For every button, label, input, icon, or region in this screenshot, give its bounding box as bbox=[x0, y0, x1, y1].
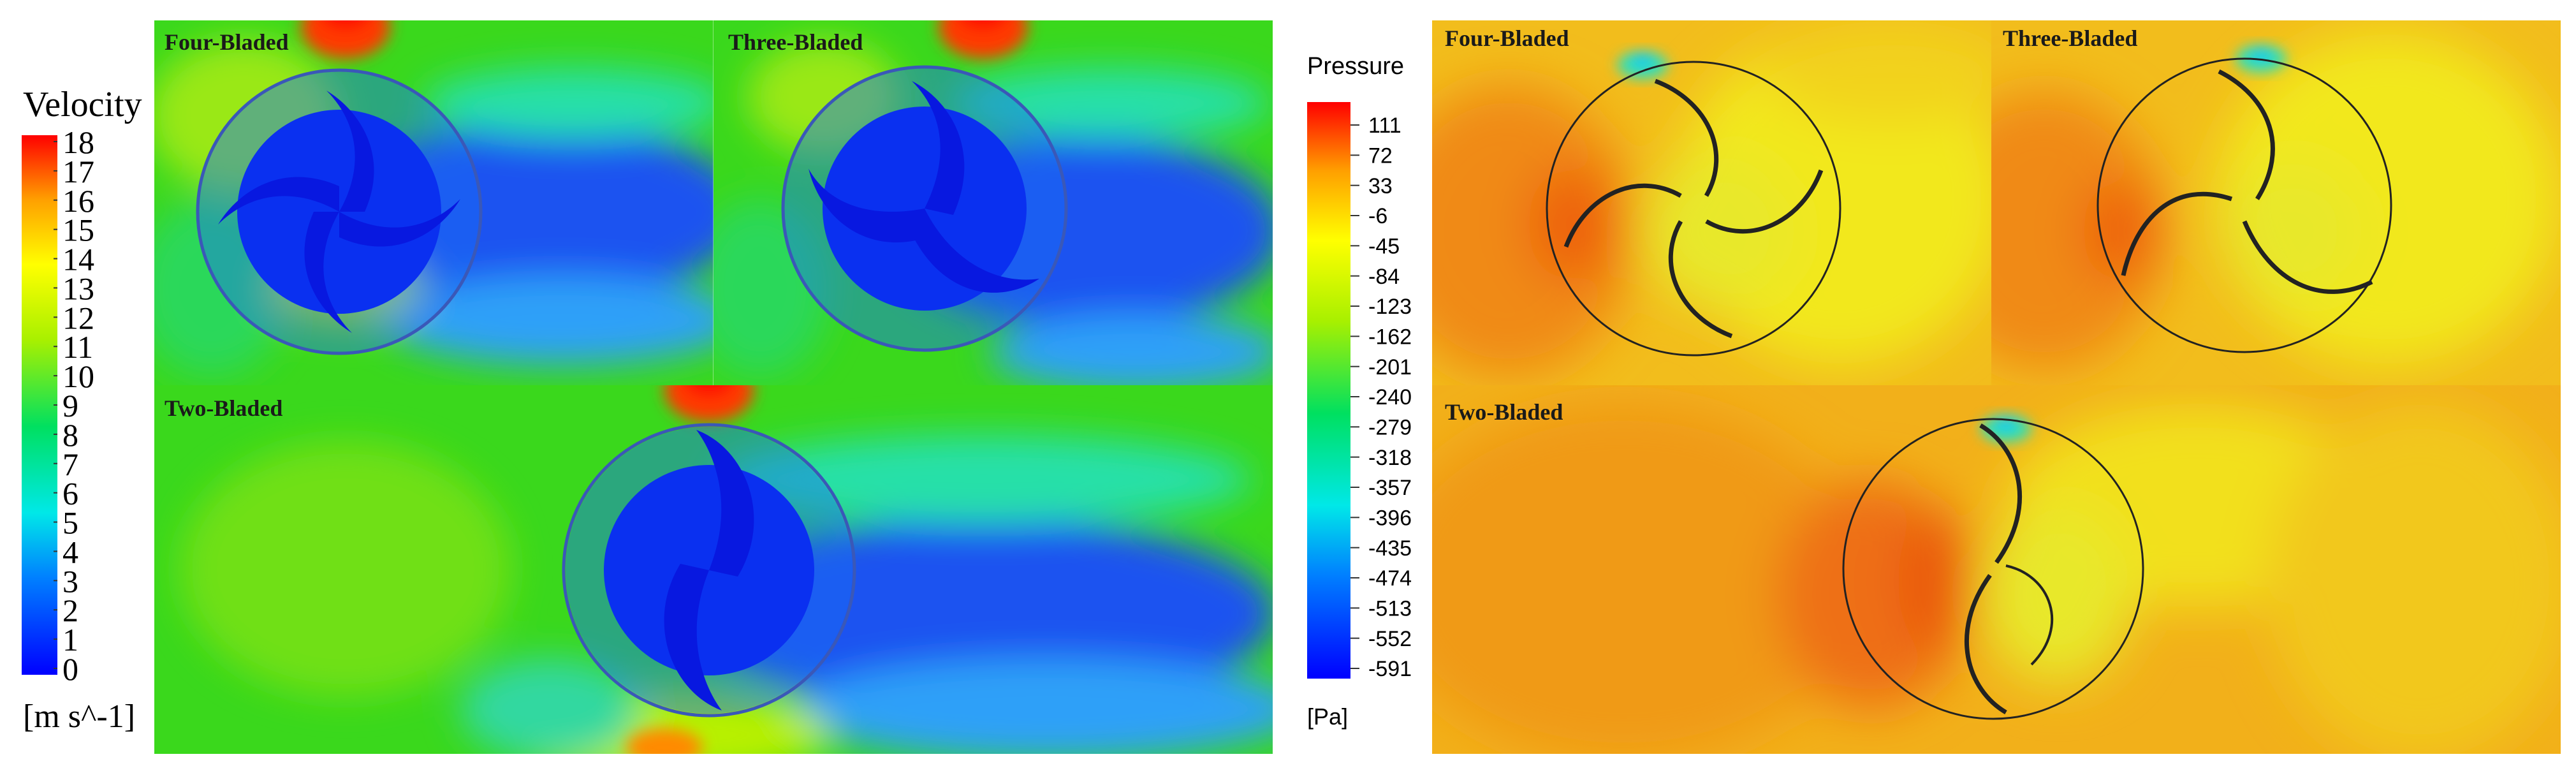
legend-tick-label: 16 bbox=[62, 183, 94, 219]
legend-tick-label: -240 bbox=[1368, 385, 1412, 409]
legend-tick-label: 10 bbox=[62, 358, 94, 394]
pressure-panel-four-bladed bbox=[1432, 20, 1991, 385]
pressure-colorbar bbox=[1307, 102, 1350, 679]
velocity-legend-title: Velocity bbox=[23, 85, 142, 124]
pressure-contour-figure: Four-Bladed Three-Bladed Two-Bladed bbox=[1432, 20, 2561, 754]
legend-tick-label: 33 bbox=[1368, 174, 1393, 198]
legend-tick-label: 3 bbox=[62, 563, 78, 599]
legend-tick-label: 6 bbox=[62, 476, 78, 512]
legend-tick-label: 1 bbox=[62, 622, 78, 658]
legend-tick-label: -45 bbox=[1368, 235, 1400, 259]
velocity-panel-label-four: Four-Bladed bbox=[165, 29, 289, 55]
legend-tick-label: -279 bbox=[1368, 416, 1412, 440]
velocity-contour-graphic: Four-Bladed Three-Bladed Two-Bladed bbox=[154, 20, 1273, 754]
pressure-legend-title: Pressure bbox=[1307, 53, 1404, 80]
pressure-panel-label-two: Two-Bladed bbox=[1445, 399, 1563, 425]
pressure-legend-graphic: Pressure 111 72 33 -6 -45 -84 -123 -162 -201 -240… bbox=[1307, 53, 1412, 730]
velocity-panel-label-two: Two-Bladed bbox=[165, 395, 282, 421]
three-blade-rotor-outline bbox=[2097, 57, 2392, 353]
legend-tick-label: 9 bbox=[62, 388, 78, 423]
velocity-legend: Velocity 18 17 16 15 14 13 12 11 10 9 8 7 6 5 4 3 2 1 0 [m… bbox=[0, 0, 153, 773]
velocity-contour-figure: Four-Bladed Three-Bladed Two-Bladed bbox=[154, 20, 1273, 754]
pressure-ticks: 111 72 33 -6 -45 -84 -123 -162 -201 -240 -279 -318 -… bbox=[1350, 114, 1412, 681]
legend-tick-label: -435 bbox=[1368, 536, 1412, 561]
legend-tick-label: 13 bbox=[62, 270, 94, 306]
legend-tick-label: 5 bbox=[62, 505, 78, 541]
pressure-panel-two-bladed bbox=[1432, 385, 2561, 754]
velocity-panel-label-three: Three-Bladed bbox=[728, 29, 863, 55]
legend-tick-label: 15 bbox=[62, 212, 94, 248]
legend-tick-label: -201 bbox=[1368, 355, 1412, 379]
legend-tick-label: 11 bbox=[62, 329, 93, 365]
legend-tick-label: -591 bbox=[1368, 657, 1412, 681]
legend-tick-label: -474 bbox=[1368, 566, 1412, 591]
legend-tick-label: 18 bbox=[62, 124, 94, 160]
legend-tick-label: 12 bbox=[62, 300, 94, 335]
legend-tick-label: -123 bbox=[1368, 295, 1412, 319]
pressure-legend: Pressure 111 72 33 -6 -45 -84 -123 -162 -201 -240… bbox=[1301, 0, 1428, 773]
two-blade-rotor-outline bbox=[1842, 418, 2144, 720]
pressure-legend-unit: [Pa] bbox=[1307, 703, 1348, 730]
pressure-panel-label-four: Four-Bladed bbox=[1445, 26, 1569, 51]
velocity-panel-three-bladed bbox=[714, 20, 1273, 385]
legend-tick-label: 17 bbox=[62, 154, 94, 189]
legend-tick-label: -357 bbox=[1368, 476, 1412, 500]
legend-tick-label: 7 bbox=[62, 446, 78, 482]
legend-tick-label: 2 bbox=[62, 593, 78, 628]
velocity-panel-four-bladed bbox=[154, 20, 714, 385]
pressure-contour-graphic: Four-Bladed Three-Bladed Two-Bladed bbox=[1432, 20, 2561, 754]
legend-tick-label: 111 bbox=[1368, 114, 1401, 138]
velocity-legend-unit: [m s^-1] bbox=[23, 698, 135, 735]
legend-tick-label: -162 bbox=[1368, 325, 1412, 350]
velocity-colorbar bbox=[22, 135, 57, 675]
legend-tick-label: -552 bbox=[1368, 627, 1412, 651]
legend-tick-label: -513 bbox=[1368, 597, 1412, 621]
four-blade-rotor-outline bbox=[1546, 61, 1841, 357]
velocity-panel-two-bladed bbox=[154, 385, 1273, 754]
pressure-panel-label-three: Three-Bladed bbox=[2003, 26, 2137, 51]
legend-tick-label: 8 bbox=[62, 417, 78, 453]
legend-tick-label: -84 bbox=[1368, 265, 1400, 289]
legend-tick-label: 0 bbox=[62, 651, 78, 687]
legend-tick-label: -318 bbox=[1368, 446, 1412, 470]
legend-tick-label: 4 bbox=[62, 534, 78, 570]
legend-tick-label: 72 bbox=[1368, 144, 1393, 168]
pressure-panel-three-bladed bbox=[1991, 20, 2561, 385]
legend-tick-label: -6 bbox=[1368, 204, 1387, 228]
legend-tick-label: 14 bbox=[62, 242, 94, 277]
legend-tick-label: -396 bbox=[1368, 506, 1412, 531]
